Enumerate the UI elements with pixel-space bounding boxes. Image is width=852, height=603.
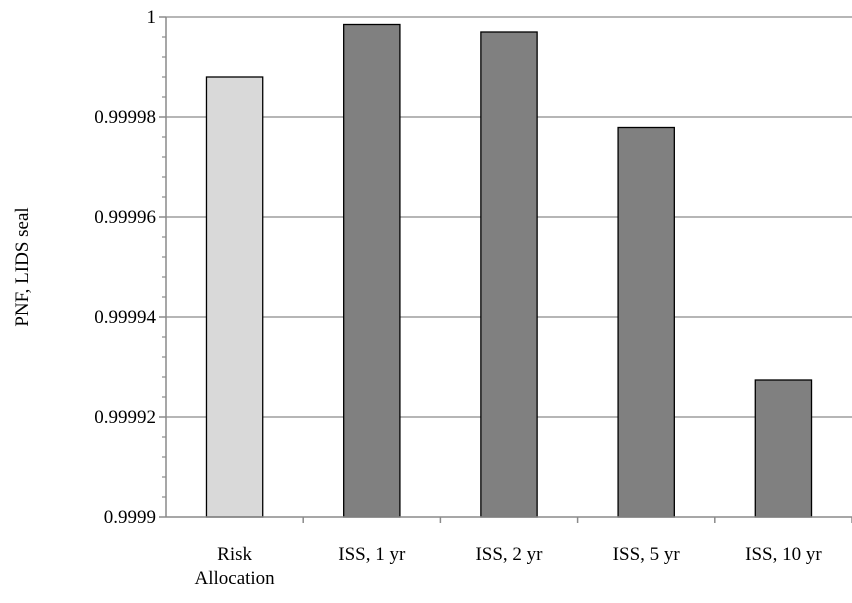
- bar: [480, 31, 538, 518]
- y-tick-label: 0.99998: [94, 107, 156, 128]
- bar: [205, 76, 264, 518]
- x-tick-label: ISS, 10 yr: [745, 544, 822, 565]
- x-tick-label: ISS, 1 yr: [338, 544, 406, 565]
- bar: [343, 23, 401, 518]
- y-tick-labels: 0.9999 0.99992 0.99994 0.99996 0.99998 1: [94, 7, 156, 528]
- bar: [617, 126, 675, 518]
- y-tick-label: 1: [147, 7, 157, 28]
- bar: [754, 379, 813, 518]
- x-tick-label: Risk Allocation: [194, 544, 275, 589]
- x-tick-label: ISS, 5 yr: [613, 544, 681, 565]
- x-tick-label: ISS, 2 yr: [475, 544, 543, 565]
- y-tick-label: 0.99992: [94, 407, 156, 428]
- x-category-labels: Risk Allocation ISS, 1 yr ISS, 2 yr ISS, 5 y…: [194, 544, 822, 589]
- bars: [205, 23, 813, 518]
- y-tick-label: 0.99994: [94, 307, 156, 328]
- y-tick-label: 0.99996: [94, 207, 156, 228]
- y-tick-label: 0.9999: [104, 507, 156, 528]
- y-axis-title: PNF, LIDS seal: [12, 207, 33, 326]
- axes: [159, 16, 852, 523]
